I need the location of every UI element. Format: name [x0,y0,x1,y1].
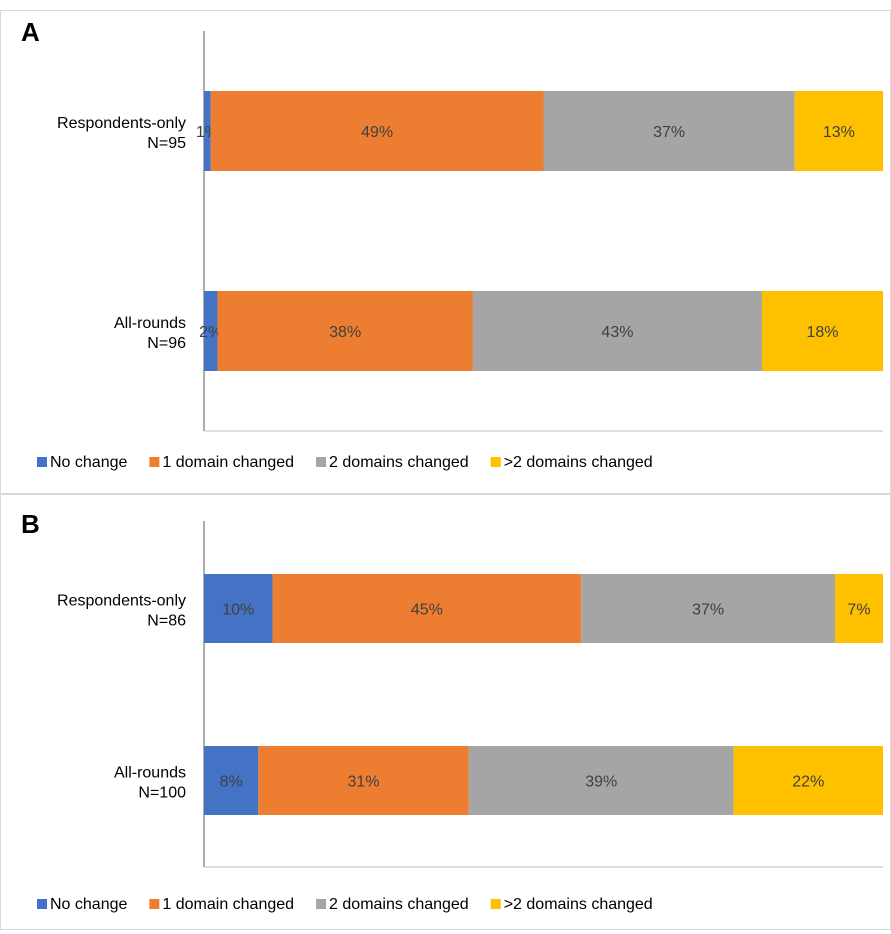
legend-swatch-b-1 [149,899,160,909]
bar-segment-b-1-1 [258,746,469,815]
data-label-b-1-0: 8% [220,774,243,791]
legend-label-a-1: 1 domain changed [162,454,294,471]
bar-segment-b-0-3 [834,574,883,643]
legend-swatch-a-1 [149,457,160,467]
legend-label-a-2: 2 domains changed [329,454,469,471]
category-label-a-0-1: N=95 [147,135,186,152]
legend-label-b-2: 2 domains changed [329,896,469,913]
bar-segment-b-1-3 [733,746,883,815]
chart-panel-a: A 1% 49% 37% 13% Respondents-only N=95 2% 38% 43… [0,10,891,494]
legend-swatch-b-3 [490,899,501,909]
bar-segment-a-1-3 [761,291,883,371]
data-label-b-1-2: 39% [585,774,617,791]
data-label-a-0-3: 13% [823,124,855,141]
panel-label-b: B [21,509,40,539]
bar-segment-a-1-1 [217,291,473,371]
bar-segment-b-1-2 [468,746,734,815]
chart-panel-b: B 10% 45% 37% 7% Respondents-only N=86 8% 31% 39… [0,494,891,930]
legend-label-a-3: >2 domains changed [504,454,653,471]
panel-label-a: A [21,17,40,47]
data-label-b-0-0: 10% [222,602,254,619]
data-label-a-1-0: 2% [199,324,222,341]
bar-segment-a-1-2 [472,291,762,371]
legend-label-b-1: 1 domain changed [162,896,294,913]
category-label-b-1-1: N=100 [138,785,186,802]
category-label-a-1-0: All-rounds [114,315,186,332]
chart-b: 10% 45% 37% 7% Respondents-only N=86 8% 31% 39% 2… [37,521,883,913]
category-label-a-0-0: Respondents-only [57,115,186,132]
bar-segment-b-0-1 [272,574,582,643]
bar-segment-a-0-1 [210,91,544,171]
legend-swatch-a-2 [316,457,327,467]
category-label-b-0-1: N=86 [147,613,186,630]
data-label-a-0-2: 37% [653,124,685,141]
data-label-a-0-1: 49% [361,124,393,141]
category-label-a-1-1: N=96 [147,335,186,352]
data-label-b-0-3: 7% [847,602,870,619]
data-label-b-0-1: 45% [411,602,443,619]
data-label-b-1-1: 31% [348,774,380,791]
bar-segment-a-0-3 [794,91,883,171]
bar-segment-a-1-0 [204,291,218,371]
category-label-b-0-0: Respondents-only [57,593,186,610]
bar-segment-a-0-0 [204,91,211,171]
category-label-b-1-0: All-rounds [114,765,186,782]
bar-segment-b-0-2 [581,574,835,643]
bar-segment-b-0-0 [204,574,273,643]
legend-label-a-0: No change [50,454,127,471]
data-label-b-0-2: 37% [692,602,724,619]
legend-swatch-b-2 [316,899,327,909]
legend-label-b-3: >2 domains changed [504,896,653,913]
data-label-a-1-1: 38% [329,324,361,341]
bar-segment-a-0-2 [543,91,795,171]
data-label-a-1-2: 43% [601,324,633,341]
data-label-b-1-3: 22% [792,774,824,791]
legend-label-b-0: No change [50,896,127,913]
data-label-a-1-3: 18% [806,324,838,341]
bar-segment-b-1-0 [204,746,259,815]
legend-swatch-a-3 [490,457,501,467]
legend-swatch-b-0 [37,899,47,909]
legend-swatch-a-0 [37,457,47,467]
